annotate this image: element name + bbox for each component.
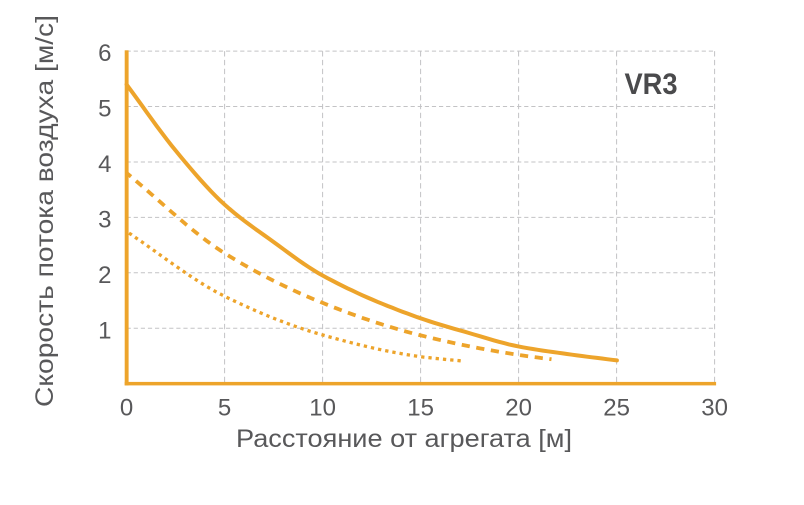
svg-text:2: 2: [98, 262, 111, 289]
svg-text:30: 30: [701, 395, 728, 422]
svg-text:Скорость потока воздуха [м/с]: Скорость потока воздуха [м/с]: [31, 15, 59, 407]
svg-text:0: 0: [120, 395, 133, 422]
svg-text:6: 6: [98, 40, 111, 67]
svg-text:5: 5: [218, 395, 231, 422]
svg-text:Расстояние от агрегата [м]: Расстояние от агрегата [м]: [236, 425, 572, 453]
svg-text:4: 4: [98, 151, 111, 178]
svg-text:15: 15: [407, 395, 434, 422]
svg-text:10: 10: [309, 395, 336, 422]
svg-text:VR3: VR3: [624, 68, 677, 101]
svg-text:20: 20: [505, 395, 532, 422]
svg-text:25: 25: [603, 395, 630, 422]
svg-text:3: 3: [98, 207, 111, 234]
svg-text:1: 1: [98, 317, 111, 344]
svg-text:5: 5: [98, 96, 111, 123]
